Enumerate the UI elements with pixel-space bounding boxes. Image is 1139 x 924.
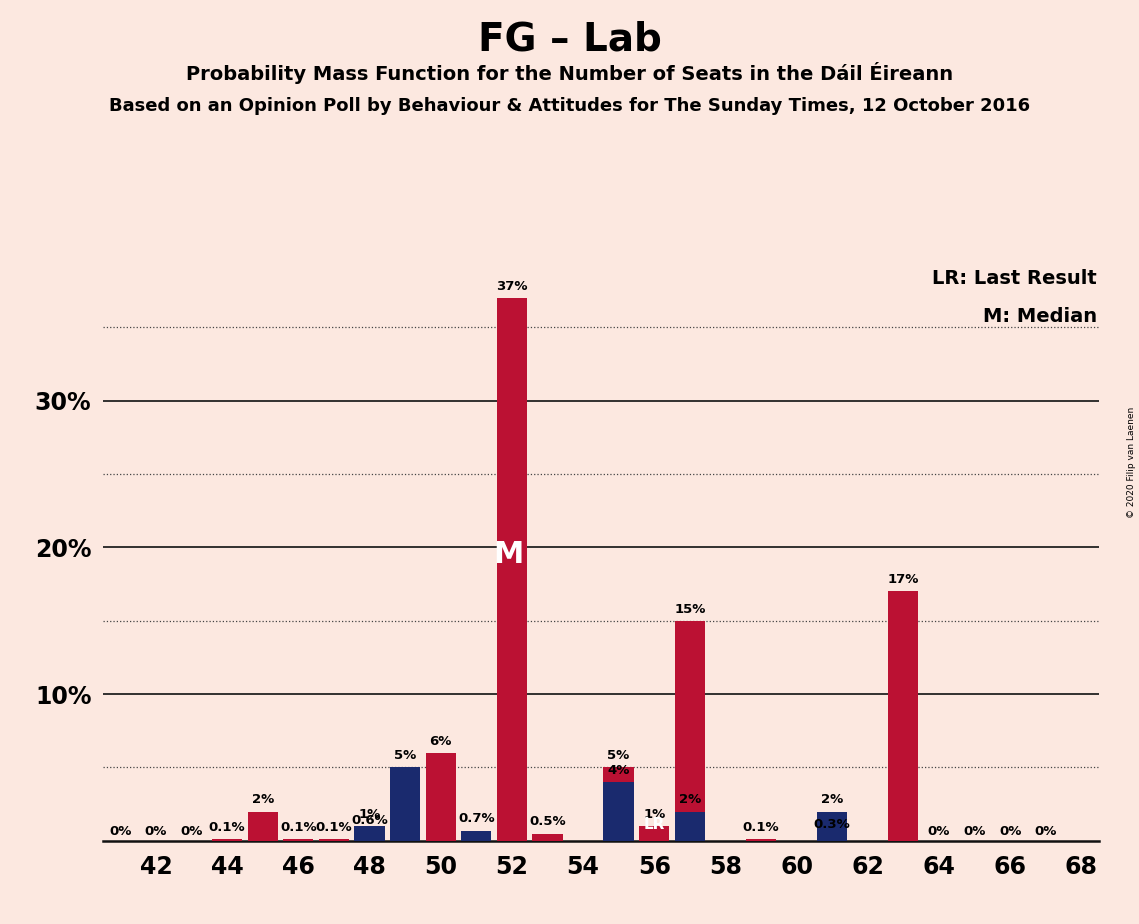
Text: Probability Mass Function for the Number of Seats in the Dáil Éireann: Probability Mass Function for the Number… (186, 62, 953, 84)
Bar (354, 826, 385, 841)
Bar (674, 621, 705, 841)
Bar (532, 833, 563, 841)
Text: 0%: 0% (999, 825, 1022, 838)
Bar (461, 831, 491, 841)
Bar (888, 591, 918, 841)
Text: LR: Last Result: LR: Last Result (933, 269, 1097, 287)
Bar (817, 836, 847, 841)
Text: LR: LR (644, 817, 665, 832)
Text: 5%: 5% (607, 749, 630, 762)
Text: 0.1%: 0.1% (316, 821, 352, 834)
Text: 0%: 0% (109, 825, 131, 838)
Text: 0.1%: 0.1% (280, 821, 317, 834)
Text: M: M (493, 541, 524, 569)
Bar (674, 811, 705, 841)
Text: 0.1%: 0.1% (208, 821, 245, 834)
Text: 0.1%: 0.1% (743, 821, 779, 834)
Bar (604, 782, 633, 841)
Text: 0.6%: 0.6% (351, 814, 388, 827)
Bar (284, 839, 313, 841)
Bar (639, 826, 670, 841)
Text: 4%: 4% (607, 764, 630, 777)
Text: 15%: 15% (674, 602, 705, 615)
Text: 0%: 0% (964, 825, 985, 838)
Bar (746, 839, 776, 841)
Bar (604, 768, 633, 841)
Text: Based on an Opinion Poll by Behaviour & Attitudes for The Sunday Times, 12 Octob: Based on an Opinion Poll by Behaviour & … (109, 97, 1030, 115)
Bar (497, 298, 527, 841)
Text: 0.5%: 0.5% (530, 815, 566, 829)
Text: 2%: 2% (252, 794, 273, 807)
Bar (354, 832, 385, 841)
Text: 0.3%: 0.3% (813, 819, 851, 832)
Text: 0%: 0% (928, 825, 950, 838)
Bar (817, 811, 847, 841)
Text: M: Median: M: Median (983, 307, 1097, 326)
Text: 6%: 6% (429, 735, 452, 748)
Text: 0%: 0% (145, 825, 167, 838)
Text: 37%: 37% (497, 280, 527, 293)
Text: 2%: 2% (679, 794, 700, 807)
Text: 5%: 5% (394, 749, 416, 762)
Text: © 2020 Filip van Laenen: © 2020 Filip van Laenen (1126, 407, 1136, 517)
Bar (247, 811, 278, 841)
Text: 1%: 1% (359, 808, 380, 821)
Bar (212, 839, 243, 841)
Text: 17%: 17% (887, 573, 919, 587)
Bar (390, 768, 420, 841)
Text: 2%: 2% (821, 794, 843, 807)
Text: 0%: 0% (180, 825, 203, 838)
Text: 0%: 0% (1034, 825, 1057, 838)
Bar (319, 839, 349, 841)
Text: 0.7%: 0.7% (458, 812, 494, 825)
Text: 1%: 1% (644, 808, 665, 821)
Bar (426, 753, 456, 841)
Text: FG – Lab: FG – Lab (477, 20, 662, 58)
